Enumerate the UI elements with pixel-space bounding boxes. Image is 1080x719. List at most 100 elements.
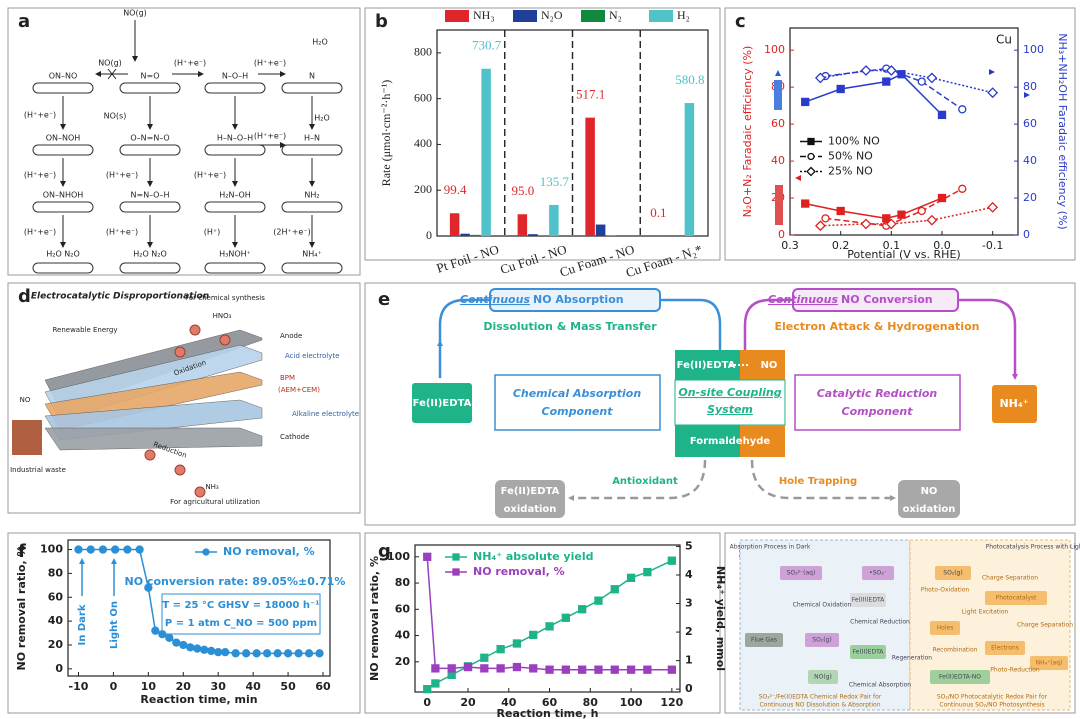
marker xyxy=(431,664,440,673)
step-label: (H⁺+e⁻) xyxy=(254,59,286,68)
legend-label: H₂ xyxy=(677,8,690,22)
legend-label: NO removal, % xyxy=(223,545,315,558)
bar xyxy=(538,235,549,236)
bar xyxy=(684,103,695,236)
red-box xyxy=(775,185,783,225)
diagram-label: Light Excitation xyxy=(962,609,1009,616)
step-label: (H⁺+e⁻) xyxy=(24,111,56,120)
step-label: (H⁺+e⁻) xyxy=(174,59,206,68)
panel-letter: b xyxy=(375,11,388,32)
coupling-system xyxy=(674,379,786,426)
marker xyxy=(207,646,216,656)
arrow-head xyxy=(437,340,443,346)
formaldehyde-right xyxy=(740,425,785,457)
molecule: H–N xyxy=(304,134,320,143)
diagram-label: Continuous NO Dissolution & Absorption xyxy=(759,702,880,709)
surface xyxy=(281,82,343,94)
x-tick-label: Pt Foil - NO xyxy=(435,241,501,275)
arrow-head xyxy=(198,71,204,77)
marker xyxy=(86,545,95,554)
annotation: NO conversion rate: 89.05%±0.71% xyxy=(125,575,346,588)
panel-letter: f xyxy=(18,541,26,562)
y-tick-label: 0 xyxy=(55,662,63,675)
y-tick-label: 0 xyxy=(778,228,785,241)
molecule: NH₂ xyxy=(304,191,319,200)
series-line xyxy=(426,556,672,671)
marker xyxy=(242,649,251,658)
marker xyxy=(885,65,897,76)
diagram-label: SO₂(g) xyxy=(812,637,831,644)
diagram-label: Recombination xyxy=(933,647,978,654)
marker xyxy=(578,605,587,614)
x-tick-label: 30 xyxy=(211,680,227,693)
arrow-head xyxy=(60,124,66,130)
marker xyxy=(512,662,522,672)
plot-frame xyxy=(67,539,331,677)
arrow-head xyxy=(147,242,153,248)
marker xyxy=(262,649,272,658)
panel-b-border xyxy=(364,7,721,261)
formaldehyde-left xyxy=(675,425,740,457)
y2-axis-label: NH₄⁺ yield, mmol xyxy=(714,566,727,671)
panel-borders xyxy=(7,7,1076,714)
diagram-label: SO₂/NO Photocatalytic Redox Pair for xyxy=(937,694,1048,701)
y2-tick-label: 0 xyxy=(1023,228,1030,241)
surface xyxy=(204,82,266,94)
arrow-head xyxy=(775,70,781,76)
x-tick-label: 10 xyxy=(141,680,157,693)
marker xyxy=(897,210,906,219)
step-label: (2H⁺+e⁻) xyxy=(273,228,310,237)
legend-swatch xyxy=(581,10,605,22)
marker xyxy=(860,65,872,76)
marker xyxy=(463,662,473,672)
surface xyxy=(281,144,343,156)
annotation: Light On xyxy=(109,601,120,649)
y2-tick-label: 40 xyxy=(1023,154,1037,167)
diagram-label: Holes xyxy=(937,625,954,632)
panel-g-border xyxy=(364,532,721,714)
y-tick-label: 200 xyxy=(414,182,432,196)
value-label: 517.1 xyxy=(576,87,605,102)
marker xyxy=(202,548,210,556)
panel-letter: g xyxy=(378,541,391,562)
arrow-head xyxy=(232,181,238,187)
diagram-label: NH₃ xyxy=(205,483,219,491)
cell-layer xyxy=(44,427,263,451)
arrow-head xyxy=(147,124,153,130)
diagram-label: NO xyxy=(20,396,31,404)
surface xyxy=(281,262,343,274)
marker xyxy=(836,206,845,216)
surface xyxy=(119,82,181,94)
marker xyxy=(423,684,432,694)
arrow-head xyxy=(95,71,101,77)
diagram-label: Fe(II)EDTA xyxy=(677,360,736,371)
marker xyxy=(480,664,489,673)
step-label: H₂O N₂O xyxy=(46,250,80,259)
diagram-label: System xyxy=(707,403,753,416)
bar xyxy=(481,68,491,236)
series-line xyxy=(820,206,993,227)
y-tick-label: 60 xyxy=(771,117,785,130)
diagram-label: Acid electrolyte xyxy=(285,352,339,360)
marker xyxy=(135,545,144,554)
marker xyxy=(561,665,570,674)
step-label: NH₄⁺ xyxy=(302,250,321,259)
y2-tick-label: 20 xyxy=(1023,191,1037,204)
bar xyxy=(549,204,559,236)
marker xyxy=(304,649,314,658)
legend-label: NH₃ xyxy=(473,8,495,22)
marker xyxy=(987,201,999,213)
arrow-head xyxy=(280,142,286,148)
diagram-label: SO₃²⁻/Fe(II)EDTA Chemical Redox Pair for xyxy=(759,694,882,701)
diagram-label: Fe(III)EDTA xyxy=(852,597,885,604)
y2-tick-label: 5 xyxy=(685,539,693,552)
legend-swatch xyxy=(445,10,469,22)
step-label: H₂O N₂O xyxy=(133,250,167,259)
diagram-label: Antioxidant xyxy=(612,476,678,487)
step-label: H₂O xyxy=(314,114,330,123)
y-tick-label: 20 xyxy=(395,655,411,668)
marker xyxy=(836,84,845,94)
molecule: H₂N–OH xyxy=(219,191,251,200)
flow-arrow xyxy=(743,298,1017,375)
arrow-head xyxy=(795,175,801,181)
